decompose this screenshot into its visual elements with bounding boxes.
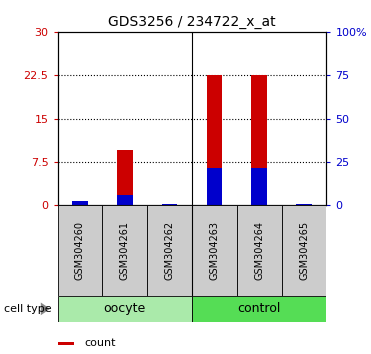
Text: GSM304260: GSM304260 [75, 221, 85, 280]
Bar [252, 168, 267, 205]
Bar [207, 168, 222, 205]
Text: GSM304261: GSM304261 [120, 221, 130, 280]
Bar [252, 75, 267, 205]
Bar [117, 195, 132, 205]
Text: GSM304265: GSM304265 [299, 221, 309, 280]
Bar [58, 342, 73, 345]
Bar [117, 150, 132, 205]
Text: GSM304263: GSM304263 [209, 221, 219, 280]
Bar [207, 75, 222, 205]
Text: GSM304264: GSM304264 [254, 221, 264, 280]
Bar [162, 204, 177, 205]
Title: GDS3256 / 234722_x_at: GDS3256 / 234722_x_at [108, 16, 276, 29]
Bar [147, 205, 192, 296]
Text: count: count [85, 338, 116, 348]
Text: control: control [237, 302, 281, 315]
Bar [296, 204, 312, 205]
Bar [58, 296, 192, 322]
Bar [102, 205, 147, 296]
Bar [72, 201, 88, 205]
Bar [72, 204, 88, 205]
Polygon shape [41, 302, 50, 315]
Text: cell type: cell type [4, 304, 51, 314]
Text: oocyte: oocyte [104, 302, 146, 315]
Bar [58, 205, 102, 296]
Bar [282, 205, 326, 296]
Bar [192, 296, 326, 322]
Text: GSM304262: GSM304262 [165, 221, 175, 280]
Bar [192, 205, 237, 296]
Bar [237, 205, 282, 296]
